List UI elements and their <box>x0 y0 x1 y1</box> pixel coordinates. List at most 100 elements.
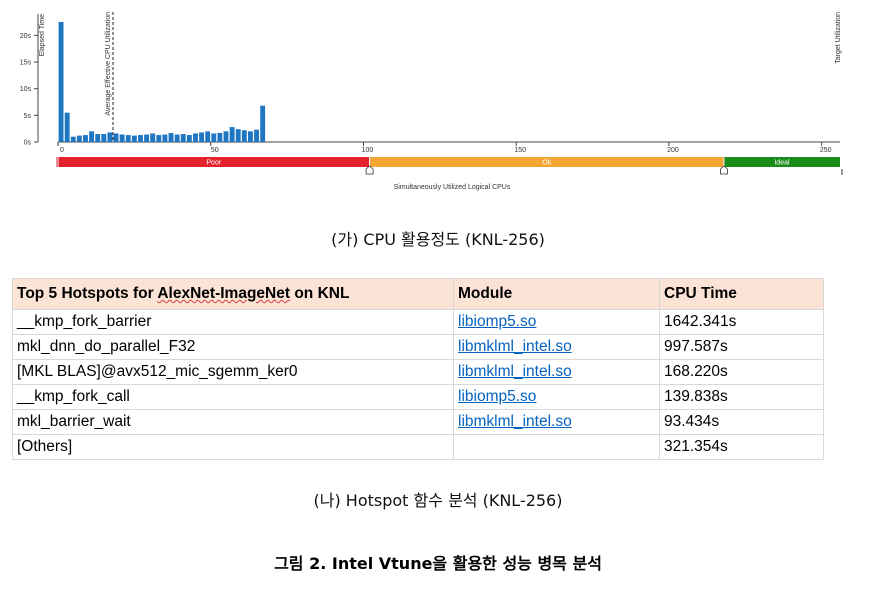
histogram-bar <box>248 131 253 142</box>
cpu-time-cell: 168.220s <box>659 359 824 385</box>
x-tick-label: 250 <box>820 147 832 154</box>
histogram-bar <box>186 135 192 142</box>
function-cell: __kmp_fork_call <box>12 384 454 410</box>
y-tick-label: 20s <box>20 33 32 40</box>
x-tick-label: 150 <box>514 147 526 154</box>
histogram-bar <box>254 129 259 142</box>
band-poor <box>58 157 370 167</box>
header-cpu-time: CPU Time <box>659 278 824 310</box>
function-cell: __kmp_fork_barrier <box>12 309 454 335</box>
module-cell <box>453 434 660 460</box>
table-row: __kmp_fork_barrier libiomp5.so 1642.341s <box>12 309 824 335</box>
target-utilization-label: Target Utilization <box>835 12 842 64</box>
histogram-bar <box>217 132 223 142</box>
band-boundary-handle <box>365 165 374 175</box>
cpu-utilization-histogram: 0s 5s 10s 15s 20s Elapsed Time 0 50 100 150 200 250… <box>20 12 843 191</box>
band-label: Ideal <box>774 160 790 167</box>
caption-hotspot-analysis: (나) Hotspot 함수 분석 (KNL-256) <box>313 491 563 510</box>
histogram-bar <box>162 134 168 142</box>
cpu-time-cell: 139.838s <box>659 384 824 410</box>
histogram-bar <box>144 134 150 142</box>
function-cell: mkl_barrier_wait <box>12 409 454 435</box>
module-cell: libmklml_intel.so <box>453 334 660 360</box>
x-tick-label: 0 <box>60 147 64 154</box>
cpu-time-cell: 997.587s <box>659 334 824 360</box>
table-row: mkl_barrier_wait libmklml_intel.so 93.43… <box>12 409 824 435</box>
y-tick-label: 5s <box>24 113 32 120</box>
histogram-bar <box>83 135 88 142</box>
histogram-bar <box>101 134 107 142</box>
table-row: mkl_dnn_do_parallel_F32 libmklml_intel.s… <box>12 334 824 360</box>
x-tick-label: 200 <box>667 147 679 154</box>
header-module: Module <box>453 278 660 310</box>
module-link[interactable]: libmklml_intel.so <box>458 413 572 430</box>
histogram-bar <box>211 133 217 142</box>
histogram-bar <box>70 136 76 142</box>
caption-cpu-utilization: (가) CPU 활용정도 (KNL-256) <box>331 230 545 249</box>
histogram-bar <box>58 22 64 142</box>
histogram-bar <box>168 132 174 142</box>
histogram-bar <box>89 131 95 142</box>
histogram-bar <box>229 127 235 142</box>
chart-axes: 0s 5s 10s 15s 20s Elapsed Time 0 50 100 150 200 250… <box>20 12 842 154</box>
chart-bars <box>58 22 266 142</box>
band-ok <box>369 157 724 167</box>
band-label: Poor <box>206 160 221 167</box>
histogram-bar <box>180 134 186 142</box>
histogram-bar <box>156 135 162 142</box>
histogram-bar <box>205 131 211 142</box>
histogram-bar <box>260 105 266 142</box>
histogram-bar <box>193 133 198 142</box>
band-label: Ok <box>542 160 551 167</box>
module-cell: libmklml_intel.so <box>453 409 660 435</box>
y-tick-label: 0s <box>24 140 32 147</box>
y-tick-label: 10s <box>20 86 32 93</box>
module-cell: libmklml_intel.so <box>453 359 660 385</box>
cpu-time-cell: 321.354s <box>659 434 824 460</box>
x-tick-label: 50 <box>211 147 219 154</box>
histogram-bar <box>241 130 247 142</box>
histogram-bar <box>119 134 125 142</box>
module-cell: libiomp5.so <box>453 309 660 335</box>
figure-title: 그림 2. Intel Vtune을 활용한 성능 병목 분석 <box>274 554 602 573</box>
function-cell: [Others] <box>12 434 454 460</box>
module-link[interactable]: libiomp5.so <box>458 388 537 405</box>
cpu-time-cell: 93.434s <box>659 409 824 435</box>
histogram-bar <box>64 112 70 142</box>
module-link[interactable]: libiomp5.so <box>458 313 537 330</box>
band-ideal <box>723 157 840 167</box>
x-axis-label: Simultaneously Utilized Logical CPUs <box>394 184 511 191</box>
histogram-bar <box>76 135 82 142</box>
module-link[interactable]: libmklml_intel.so <box>458 338 572 355</box>
table-row: [Others] 321.354s <box>12 434 824 460</box>
table-row: [MKL BLAS]@avx512_mic_sgemm_ker0 libmklm… <box>12 359 824 385</box>
histogram-bar <box>150 133 156 142</box>
function-cell: [MKL BLAS]@avx512_mic_sgemm_ker0 <box>12 359 454 385</box>
header-hotspots-text: Top 5 Hotspots for AlexNet-ImageNet on K… <box>17 285 350 302</box>
y-axis-label: Elapsed Time <box>39 14 46 57</box>
histogram-bar <box>107 132 113 142</box>
histogram-bar <box>235 129 241 142</box>
hotspots-table: Top 5 Hotspots for AlexNet-ImageNet on K… <box>12 278 824 460</box>
header-hotspots: Top 5 Hotspots for AlexNet-ImageNet on K… <box>12 278 454 310</box>
module-link[interactable]: libmklml_intel.so <box>458 363 572 380</box>
histogram-bar <box>131 135 137 142</box>
average-utilization-label: Average Effective CPU Utilization <box>105 12 112 116</box>
function-cell: mkl_dnn_do_parallel_F32 <box>12 334 454 360</box>
histogram-bar <box>223 131 229 142</box>
table-header-row: Top 5 Hotspots for AlexNet-ImageNet on K… <box>12 278 824 310</box>
histogram-bar <box>95 134 101 142</box>
histogram-bar <box>174 134 180 142</box>
spellcheck-squiggle: AlexNet-ImageNet <box>157 285 291 302</box>
x-tick-label: 100 <box>362 147 374 154</box>
histogram-bar <box>138 135 143 142</box>
histogram-bar <box>199 132 205 142</box>
y-tick-label: 15s <box>20 60 32 67</box>
band-start-cap <box>56 157 59 167</box>
histogram-bar <box>125 135 131 142</box>
band-boundary-handle <box>720 165 728 175</box>
cpu-time-cell: 1642.341s <box>659 309 824 335</box>
table-row: __kmp_fork_call libiomp5.so 139.838s <box>12 384 824 410</box>
histogram-bar <box>113 133 119 142</box>
utilization-bands: Poor Ok Ideal <box>56 157 843 175</box>
